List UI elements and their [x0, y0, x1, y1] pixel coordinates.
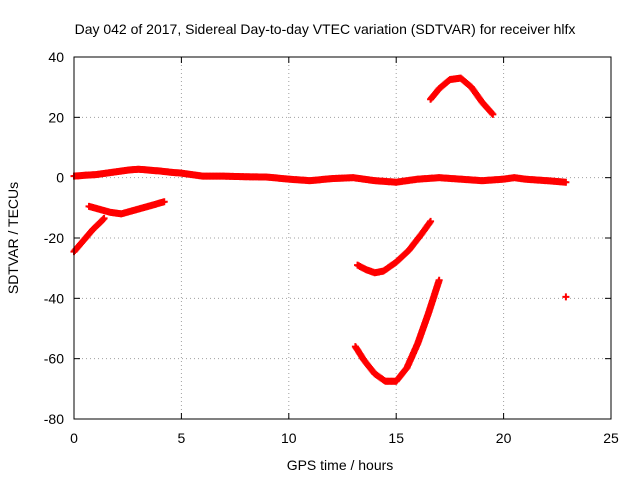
y-tick-label: -20 — [44, 230, 64, 246]
data-point — [435, 276, 443, 284]
data-point — [100, 214, 108, 222]
x-tick-label: 20 — [496, 430, 512, 446]
data-points — [70, 74, 570, 385]
series-mid-arc — [354, 217, 435, 277]
y-tick-label: -60 — [44, 351, 64, 367]
x-axis-label: GPS time / hours — [287, 457, 394, 473]
series-early-dip — [85, 198, 168, 218]
series-baseline — [70, 165, 570, 186]
chart-title: Day 042 of 2017, Sidereal Day-to-day VTE… — [75, 21, 576, 37]
data-point — [160, 198, 168, 206]
series-isolated — [562, 293, 570, 301]
x-tick-label: 0 — [70, 430, 78, 446]
y-tick-label: -40 — [44, 290, 64, 306]
y-tick-label: 0 — [56, 170, 64, 186]
y-tick-label: 20 — [48, 109, 64, 125]
series-upper-arc — [427, 74, 497, 118]
plot-frame — [73, 56, 612, 420]
x-tick-label: 10 — [281, 430, 297, 446]
x-tick-label: 15 — [388, 430, 404, 446]
data-point — [562, 178, 570, 186]
y-tick-label: 40 — [48, 49, 64, 65]
data-point — [489, 110, 497, 118]
data-point — [427, 217, 435, 225]
y-axis-label: SDTVAR / TECUs — [5, 182, 21, 294]
x-tick-label: 25 — [603, 430, 619, 446]
grid-lines — [74, 57, 611, 419]
y-tick-label: -80 — [44, 411, 64, 427]
data-point — [562, 293, 570, 301]
series-deep-arc — [351, 276, 443, 385]
axis-ticks: 0 5 10 15 20 25 -80 -60 -40 -20 0 20 40 — [44, 49, 619, 446]
series-early-rise — [70, 214, 108, 256]
x-tick-label: 5 — [178, 430, 186, 446]
